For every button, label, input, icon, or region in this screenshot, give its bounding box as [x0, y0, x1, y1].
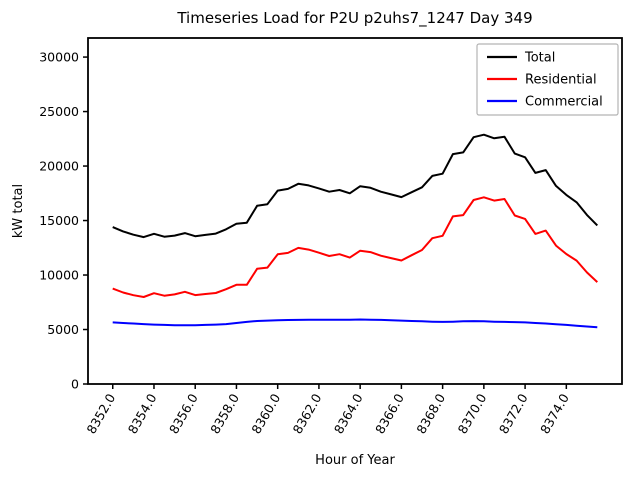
legend: Total Residential Commercial: [476, 43, 619, 116]
plot-area: [87, 37, 623, 385]
x-tick-label: 8372.0: [496, 391, 531, 436]
x-tick-label: 8370.0: [455, 391, 490, 436]
x-tick-label: 8356.0: [166, 391, 201, 436]
data-series: [112, 133, 599, 329]
series-line-residential: [112, 196, 598, 298]
y-tick-label: 0: [71, 377, 79, 392]
y-tick-label: 30000: [39, 50, 79, 65]
x-tick-label: 8366.0: [372, 391, 407, 436]
series-line-commercial: [112, 318, 598, 329]
legend-label-total: Total: [524, 51, 555, 66]
y-tick-label: 25000: [39, 104, 79, 119]
x-tick-label: 8352.0: [83, 391, 118, 436]
y-tick-label: 10000: [39, 268, 79, 283]
x-tick-label: 8354.0: [125, 391, 160, 436]
legend-label-commercial: Commercial: [525, 95, 603, 110]
y-axis-label: kW total: [11, 184, 26, 238]
x-tick-label: 8358.0: [207, 391, 242, 436]
y-axis-ticks: 0 5000 10000 15000 20000 25000 30000: [39, 50, 88, 392]
series-line-total: [112, 133, 599, 239]
x-tick-label: 8360.0: [248, 391, 283, 436]
y-tick-label: 15000: [39, 213, 79, 228]
legend-label-residential: Residential: [525, 73, 597, 88]
x-tick-label: 8368.0: [413, 391, 448, 436]
y-tick-label: 5000: [47, 322, 79, 337]
x-tick-label: 8364.0: [331, 391, 366, 436]
x-tick-label: 8374.0: [537, 391, 572, 436]
x-axis-ticks: 8352.0 8354.0 8356.0 8358.0 8360.0 8362.0 8364…: [83, 384, 572, 436]
x-axis-label: Hour of Year: [315, 453, 395, 468]
legend-box: [476, 43, 619, 116]
chart-title: Timeseries Load for P2U p2uhs7_1247 Day …: [176, 9, 532, 28]
x-tick-label: 8362.0: [290, 391, 325, 436]
y-tick-label: 20000: [39, 159, 79, 174]
